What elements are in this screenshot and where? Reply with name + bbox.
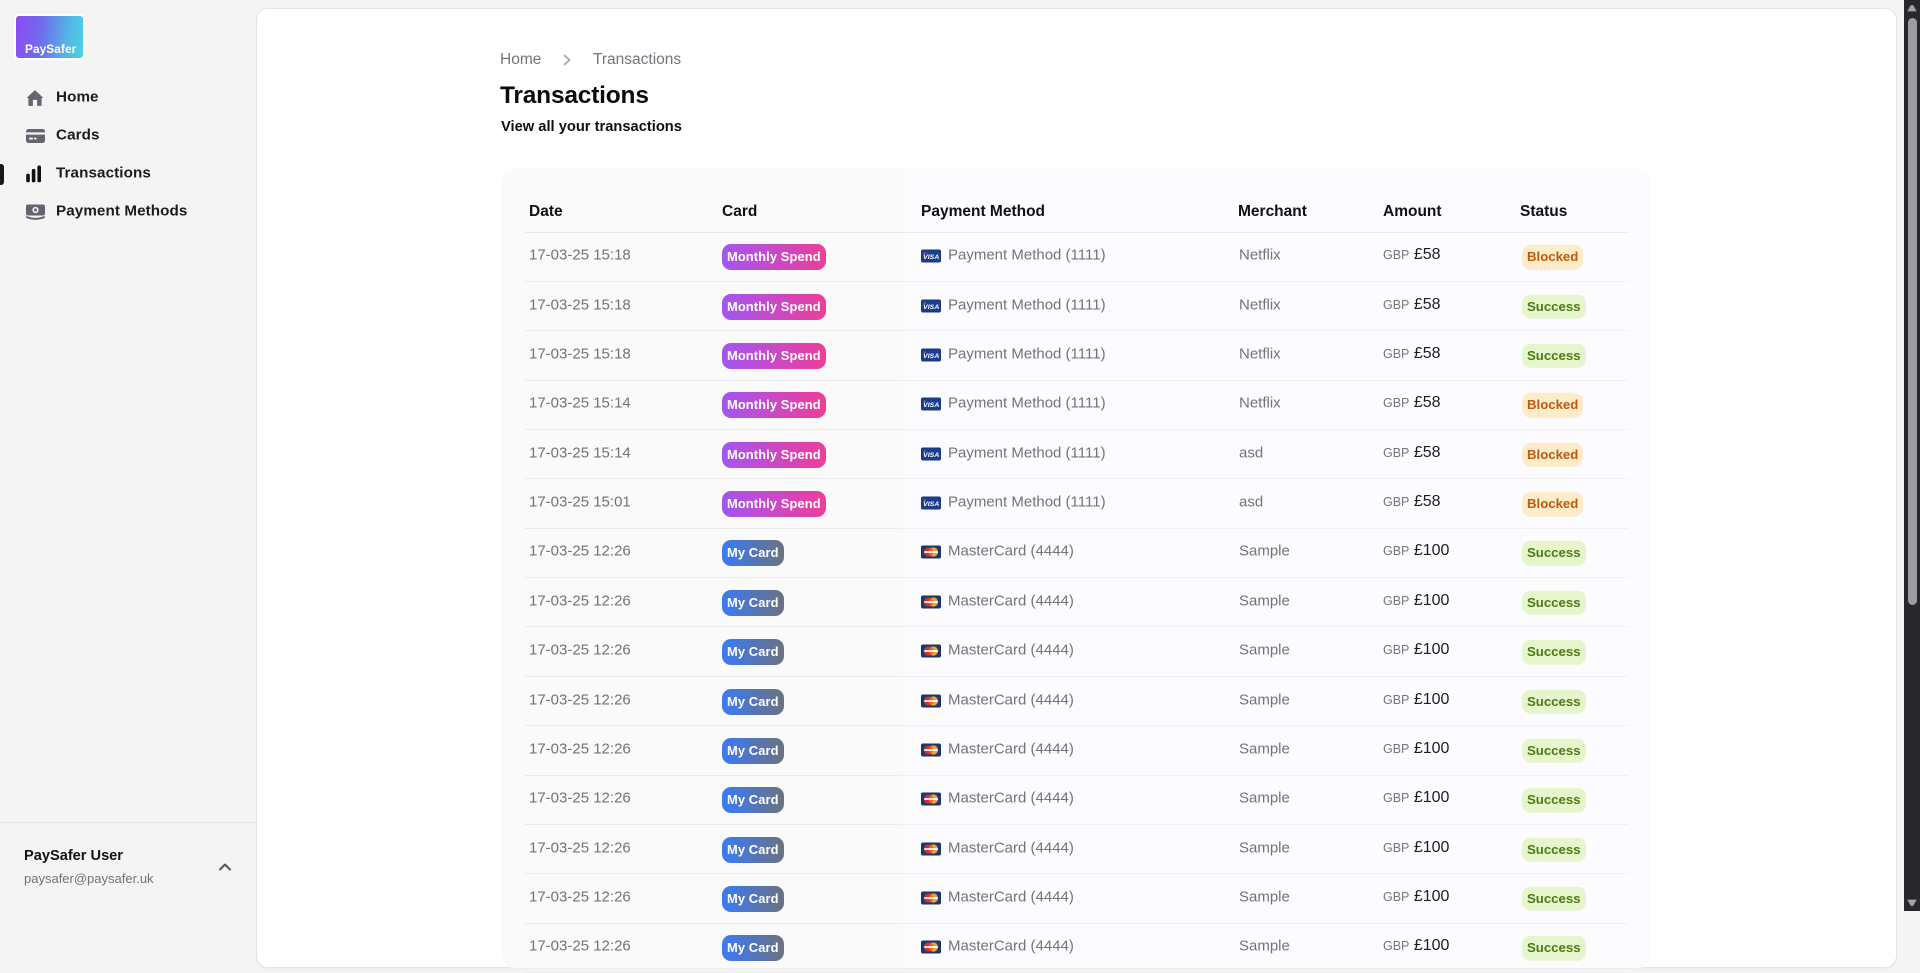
svg-text:VISA: VISA [923,452,939,459]
svg-text:VISA: VISA [923,402,939,409]
svg-text:VISA: VISA [923,501,939,508]
svg-text:VISA: VISA [923,353,939,360]
svg-text:VISA: VISA [923,303,939,310]
svg-text:VISA: VISA [923,254,939,261]
